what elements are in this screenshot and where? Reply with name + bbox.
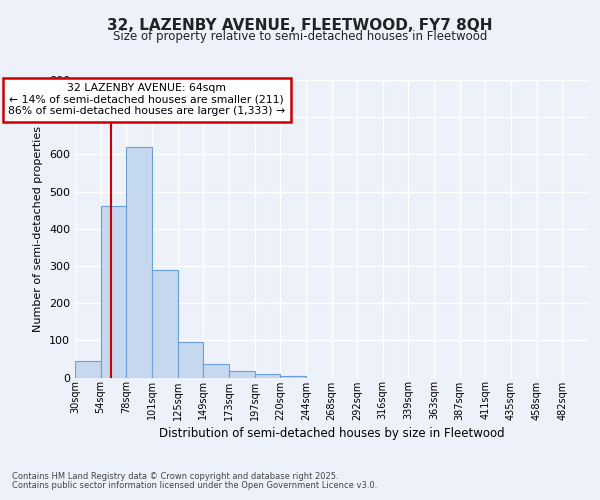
Bar	[203, 364, 229, 378]
Bar	[75, 361, 101, 378]
Text: Contains public sector information licensed under the Open Government Licence v3: Contains public sector information licen…	[12, 481, 377, 490]
Text: 32, LAZENBY AVENUE, FLEETWOOD, FY7 8QH: 32, LAZENBY AVENUE, FLEETWOOD, FY7 8QH	[107, 18, 493, 32]
Text: 32 LAZENBY AVENUE: 64sqm
← 14% of semi-detached houses are smaller (211)
86% of : 32 LAZENBY AVENUE: 64sqm ← 14% of semi-d…	[8, 83, 286, 116]
Text: Size of property relative to semi-detached houses in Fleetwood: Size of property relative to semi-detach…	[113, 30, 487, 43]
Bar	[229, 371, 254, 378]
Y-axis label: Number of semi-detached properties: Number of semi-detached properties	[34, 126, 43, 332]
Bar	[254, 374, 280, 378]
Text: Contains HM Land Registry data © Crown copyright and database right 2025.: Contains HM Land Registry data © Crown c…	[12, 472, 338, 481]
Bar	[127, 147, 152, 378]
X-axis label: Distribution of semi-detached houses by size in Fleetwood: Distribution of semi-detached houses by …	[158, 426, 505, 440]
Bar	[152, 270, 178, 378]
Bar	[178, 342, 203, 378]
Bar	[101, 206, 127, 378]
Bar	[280, 376, 306, 378]
